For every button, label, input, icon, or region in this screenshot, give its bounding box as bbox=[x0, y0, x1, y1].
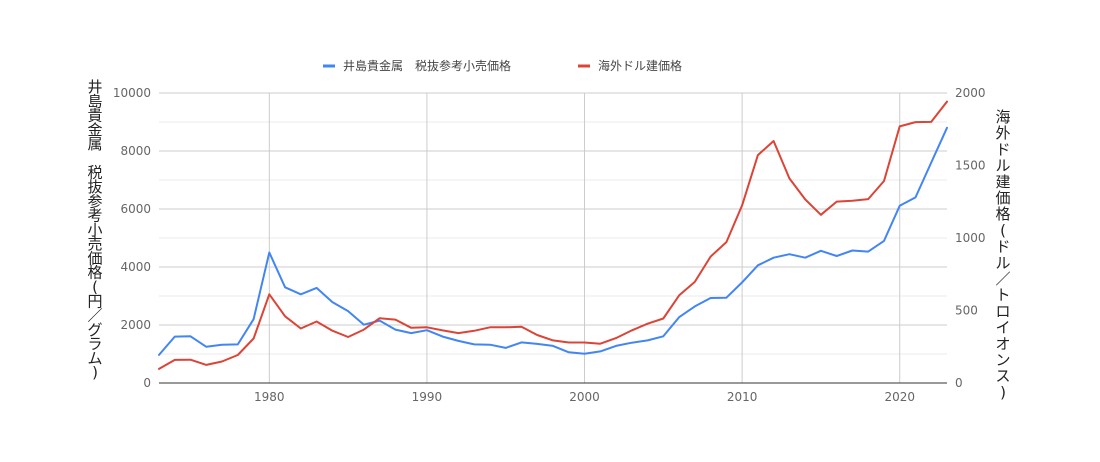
right-tick-label: 0 bbox=[955, 376, 963, 390]
series-line-2 bbox=[158, 100, 948, 370]
legend: 井島貴金属 税抜参考小売価格 海外ドル建価格 bbox=[323, 58, 682, 73]
right-axis-title-text: 海外ドル建価格(ドル／トロイオンス) bbox=[995, 108, 1010, 401]
left-tick-label: 0 bbox=[143, 376, 151, 390]
series-line-1 bbox=[158, 126, 948, 356]
axis-titles: 井島貴金属 税抜参考小売価格(円／グラム) 海外ドル建価格(ドル／トロイオンス) bbox=[87, 78, 1010, 401]
left-tick-label: 8000 bbox=[120, 144, 151, 158]
left-axis-title: 井島貴金属 税抜参考小売価格(円／グラム) bbox=[87, 78, 102, 382]
right-tick-label: 1500 bbox=[955, 159, 986, 173]
left-axis-title-text: 井島貴金属 税抜参考小売価格(円／グラム) bbox=[87, 78, 102, 382]
x-tick-label: 2000 bbox=[569, 390, 600, 404]
right-tick-label: 1000 bbox=[955, 231, 986, 245]
left-tick-label: 4000 bbox=[120, 260, 151, 274]
left-tick-label: 6000 bbox=[120, 202, 151, 216]
right-axis-title: 海外ドル建価格(ドル／トロイオンス) bbox=[995, 108, 1010, 401]
x-tick-label: 2010 bbox=[727, 390, 758, 404]
left-tick-label: 2000 bbox=[120, 318, 151, 332]
left-tick-label: 10000 bbox=[113, 86, 151, 100]
grid bbox=[159, 92, 947, 383]
x-tick-label: 1980 bbox=[254, 390, 285, 404]
x-tick-label: 1990 bbox=[412, 390, 443, 404]
right-tick-label: 500 bbox=[955, 304, 978, 318]
legend-label: 海外ドル建価格 bbox=[598, 58, 682, 73]
legend-label: 井島貴金属 税抜参考小売価格 bbox=[343, 58, 511, 73]
right-tick-label: 2000 bbox=[955, 86, 986, 100]
x-tick-label: 2020 bbox=[884, 390, 915, 404]
series-layer bbox=[158, 100, 948, 370]
